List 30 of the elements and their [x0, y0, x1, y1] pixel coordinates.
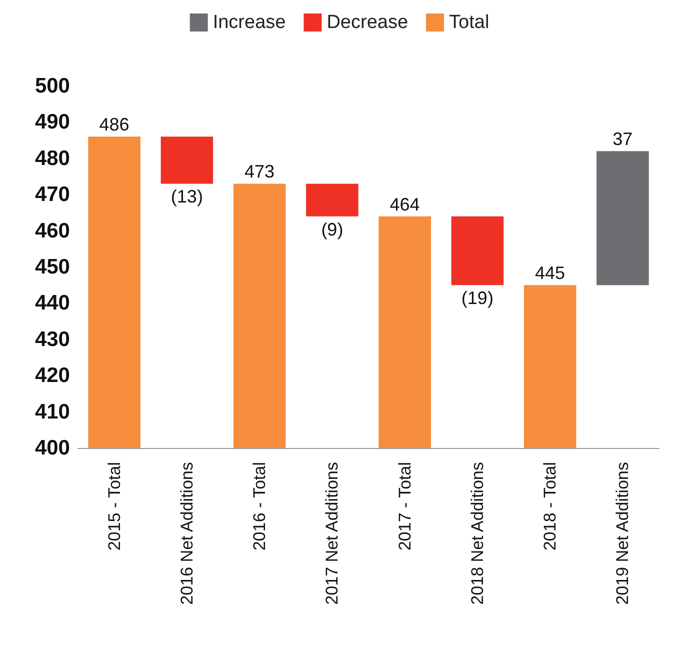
legend-label: Increase — [212, 12, 286, 33]
x-tick-label: 2016 - Total — [250, 462, 270, 551]
x-tick-label: 2016 Net Additions — [177, 462, 196, 605]
y-tick-label: 470 — [34, 183, 70, 206]
y-tick-label: 480 — [34, 146, 70, 170]
data-label: 37 — [612, 129, 633, 150]
y-tick-label: 440 — [34, 292, 70, 315]
legend-label: Decrease — [326, 12, 408, 33]
data-label: (13) — [170, 186, 203, 207]
y-tick-label: 400 — [34, 436, 70, 460]
y-tick-label: 420 — [34, 364, 70, 388]
data-label: (9) — [321, 219, 344, 240]
x-tick-label: 2017 - Total — [395, 462, 414, 551]
data-label: 464 — [390, 194, 420, 214]
x-tick-label: 2015 - Total — [104, 462, 124, 551]
y-tick-label: 490 — [34, 110, 70, 134]
y-tick-label: 460 — [34, 219, 70, 242]
data-label: (19) — [461, 288, 494, 308]
y-tick-label: 430 — [34, 328, 70, 351]
data-label: 486 — [99, 114, 130, 135]
y-tick-label: 410 — [34, 400, 70, 424]
data-label: 445 — [535, 263, 566, 284]
x-tick-label: 2018 Net Additions — [468, 462, 487, 605]
x-tick-label: 2017 Net Additions — [322, 462, 342, 605]
legend-label: Total — [449, 12, 490, 33]
x-tick-label: 2018 - Total — [540, 462, 560, 551]
x-tick-label: 2019 Net Additions — [613, 462, 632, 605]
data-label: 473 — [244, 162, 275, 182]
y-tick-label: 500 — [34, 74, 70, 98]
y-tick-label: 450 — [34, 256, 70, 278]
